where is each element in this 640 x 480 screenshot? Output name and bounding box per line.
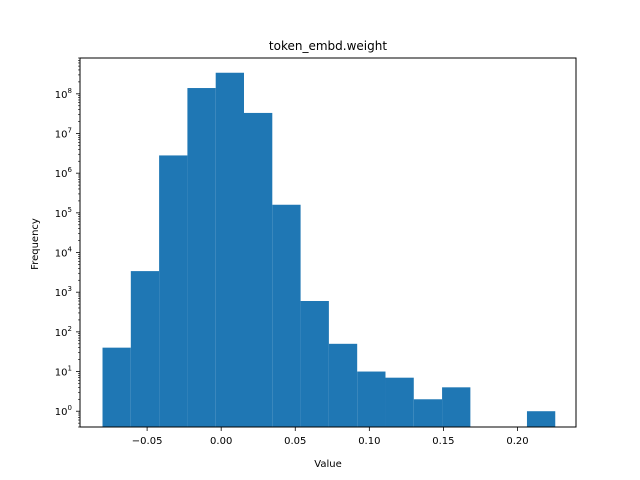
histogram-bar: [187, 88, 216, 427]
y-tick-label: 106: [55, 166, 73, 180]
x-tick-label: 0.15: [432, 436, 454, 447]
y-axis-ticks: 100 101 102 103 104 105 106 107 108: [55, 57, 80, 428]
x-axis-label: Value: [314, 459, 341, 470]
histogram-bar: [413, 399, 443, 427]
y-axis-label: Frequency: [30, 218, 41, 270]
y-tick-label: 108: [55, 87, 72, 101]
histogram-bar: [272, 204, 301, 427]
x-tick-label: 0.00: [210, 436, 232, 447]
histogram-bar: [328, 343, 358, 427]
x-tick-label: 0.10: [358, 436, 380, 447]
y-tick-label: 107: [55, 127, 72, 141]
histogram-bar: [385, 377, 414, 427]
histogram-bar: [442, 387, 471, 427]
y-tick-label: 102: [55, 325, 72, 339]
y-tick-label: 105: [55, 206, 72, 220]
chart-title: token_embd.weight: [269, 39, 387, 53]
y-tick-label: 100: [55, 404, 72, 418]
histogram-bar: [357, 371, 386, 427]
histogram-bars: [102, 72, 556, 428]
histogram-bar: [215, 72, 244, 428]
histogram-bar: [159, 155, 188, 427]
y-tick-label: 101: [55, 365, 72, 379]
histogram-bar: [300, 300, 329, 427]
x-tick-label: 0.05: [284, 436, 306, 447]
x-tick-label: 0.20: [506, 436, 528, 447]
histogram-bar: [526, 411, 556, 427]
histogram-bar: [102, 347, 131, 427]
y-tick-label: 103: [55, 285, 72, 299]
x-axis-ticks: −0.05 0.00 0.05 0.10 0.15 0.20: [132, 427, 529, 447]
plot-frame: [79, 57, 577, 428]
histogram-bar: [130, 271, 160, 427]
x-tick-label: −0.05: [132, 436, 163, 447]
y-tick-label: 104: [55, 246, 73, 260]
histogram-bar: [244, 112, 273, 427]
